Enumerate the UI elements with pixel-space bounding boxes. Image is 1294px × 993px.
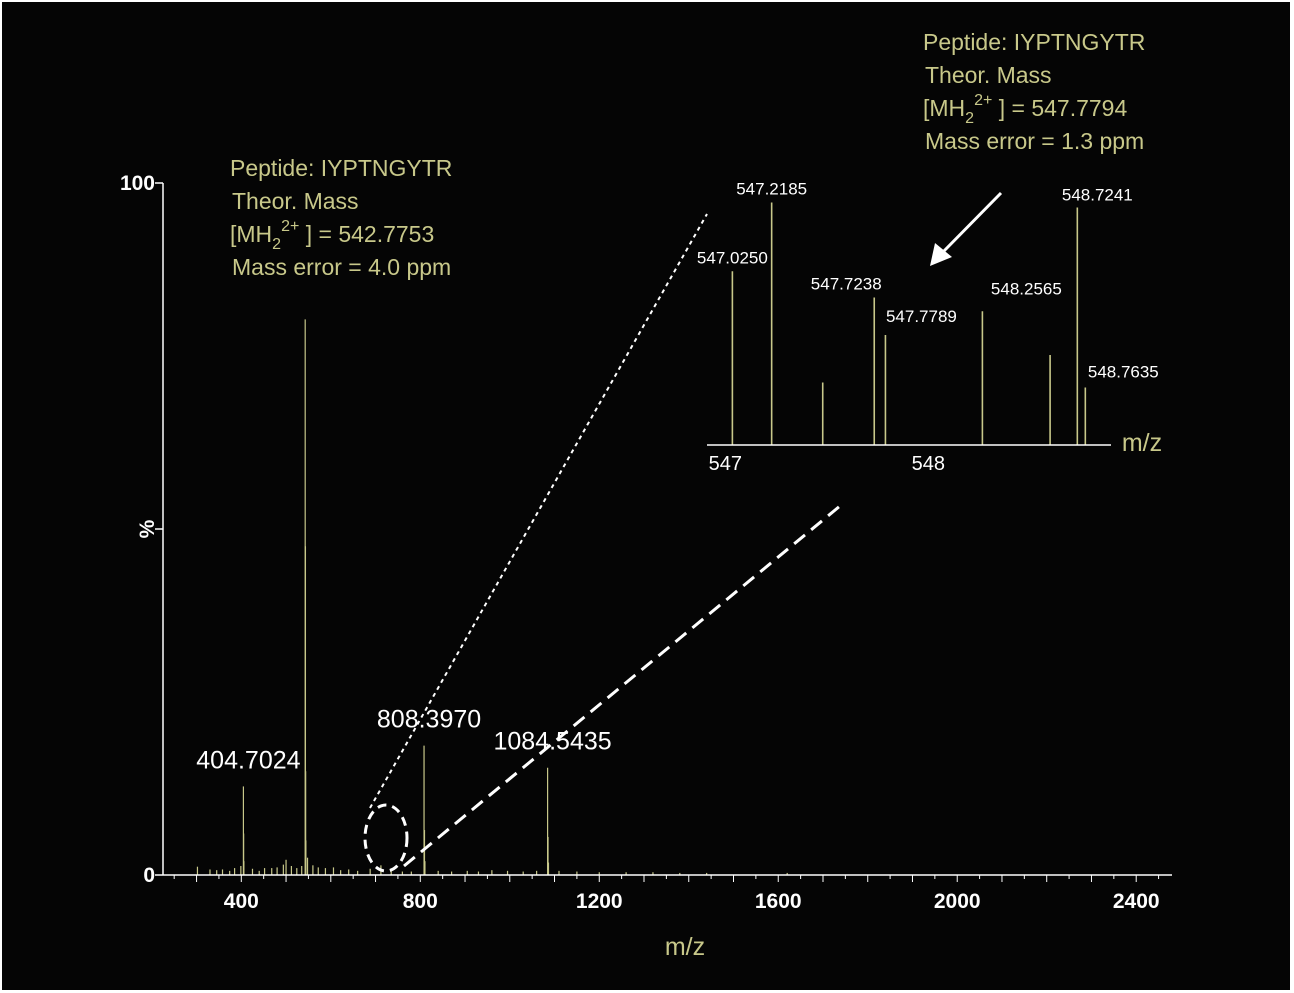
- main-y-axis-label: %: [136, 519, 159, 538]
- inset-annotation-peptide: Peptide: IYPTNGYTR: [923, 29, 1145, 55]
- inset-x-tick-label: 548: [912, 453, 945, 475]
- zoom-region-ellipse: [363, 803, 409, 873]
- inset-peak-label: 548.7241: [1062, 186, 1133, 205]
- inset-peak-label: 547.0250: [697, 248, 768, 267]
- main-x-tick-label: 2000: [934, 890, 981, 913]
- main-annotation-theor: Theor. Mass: [232, 188, 359, 214]
- main-annotation-sub: 2: [272, 236, 281, 253]
- main-peak-label: 404.7024: [196, 746, 300, 774]
- inset-peak-label: 548.2565: [991, 279, 1062, 298]
- inset-peak-label: 547.7238: [811, 275, 882, 294]
- zoom-line-lower: [403, 504, 841, 868]
- main-x-tick-label: 800: [403, 890, 438, 913]
- main-peaks: [196, 319, 788, 875]
- main-x-tick-label: 400: [224, 890, 259, 913]
- inset-x-tick-label: 547: [709, 453, 742, 475]
- inset-annotation-sup: 2+: [974, 92, 992, 109]
- inset-annotation-mh: [MH: [923, 95, 965, 121]
- inset-annotation-error: Mass error = 1.3 ppm: [925, 128, 1144, 154]
- main-x-tick-labels: 400 800 1200 1600 2000 2400: [224, 890, 1160, 913]
- inset-arrow: [930, 191, 1003, 266]
- main-peak-label: 808.3970: [377, 706, 481, 734]
- main-annotation-value: ] = 542.7753: [299, 221, 434, 247]
- inset-x-tick-labels: 547 548: [709, 453, 945, 475]
- inset-x-axis-label: m/z: [1122, 429, 1162, 457]
- main-annotation-mass: [MH22+ ] = 542.7753: [230, 218, 434, 253]
- main-annotation-error: Mass error = 4.0 ppm: [232, 254, 451, 280]
- inset-peak-label: 547.7789: [886, 307, 957, 326]
- main-annotation: Peptide: IYPTNGYTR Theor. Mass [MH22+ ] …: [230, 155, 452, 280]
- inset-annotation-value: ] = 547.7794: [992, 95, 1127, 121]
- zoom-line-upper: [369, 213, 708, 809]
- inset-peak-label: 548.7635: [1088, 363, 1159, 382]
- main-x-tick-label: 1600: [755, 890, 802, 913]
- inset-annotation-mass: [MH22+ ] = 547.7794: [923, 92, 1127, 127]
- main-peak-label: 1084.5435: [494, 728, 612, 756]
- main-y-tick-label-0: 0: [143, 864, 155, 887]
- main-annotation-peptide: Peptide: IYPTNGYTR: [230, 155, 452, 181]
- inset-peak-label: 547.2185: [736, 180, 807, 199]
- main-x-tick-label: 2400: [1113, 890, 1160, 913]
- main-x-tick-label: 1200: [576, 890, 623, 913]
- inset-annotation: Peptide: IYPTNGYTR Theor. Mass [MH22+ ] …: [923, 29, 1145, 154]
- inset-peaks: [731, 202, 1087, 445]
- inset-arrow-head: [930, 243, 952, 266]
- inset-annotation-theor: Theor. Mass: [925, 62, 1052, 88]
- main-annotation-sup: 2+: [281, 218, 299, 235]
- inset-annotation-sub: 2: [965, 110, 974, 127]
- main-y-tick-label-100: 100: [120, 172, 155, 195]
- main-annotation-mh: [MH: [230, 221, 272, 247]
- main-x-minor-ticks: [173, 875, 1160, 882]
- main-peak-labels: 404.7024 808.3970 1084.5435: [196, 706, 611, 775]
- main-x-axis-label: m/z: [665, 933, 705, 961]
- inset-arrow-shaft: [940, 191, 1003, 255]
